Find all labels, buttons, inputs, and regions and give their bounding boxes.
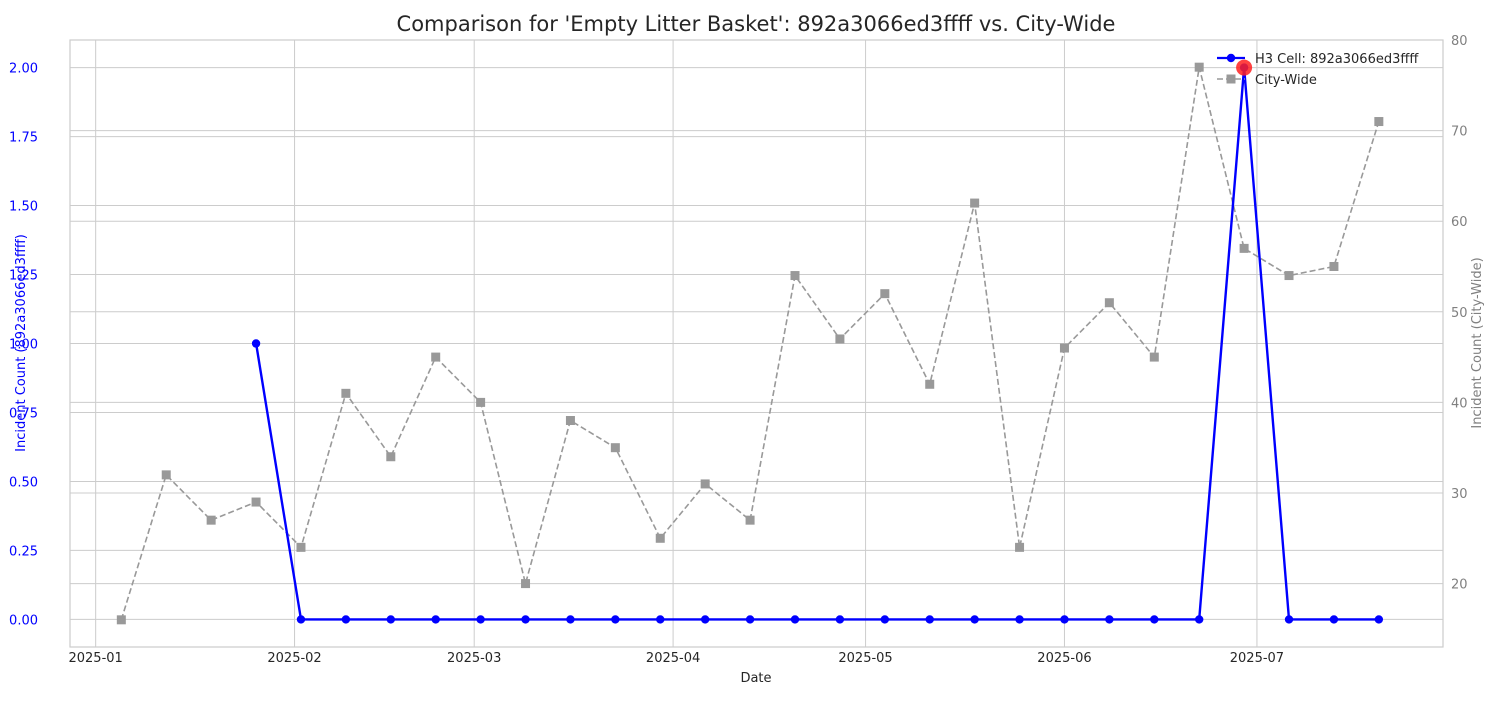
left-y-tick-label-1.25: 1.25 — [9, 269, 38, 284]
data-point-city-wide-2025-01-05 — [116, 615, 126, 625]
data-point-city-wide-2025-02-02 — [296, 542, 306, 552]
right-y-tick-label-30: 30 — [1451, 487, 1468, 502]
x-tick-label-2025-01: 2025-01 — [68, 651, 122, 666]
left-y-tick-label-1.00: 1.00 — [9, 338, 38, 353]
data-point-h3-cell-2025-01-26 — [251, 339, 261, 348]
right-y-tick-label-70: 70 — [1451, 125, 1468, 140]
legend-marker-h3 — [1226, 53, 1236, 63]
data-point-city-wide-2025-04-20 — [790, 271, 800, 281]
x-tick-label-2025-07: 2025-07 — [1230, 651, 1284, 666]
data-point-h3-cell-2025-07-13 — [1329, 615, 1339, 624]
data-point-city-wide-2025-05-25 — [1015, 542, 1025, 552]
data-point-h3-cell-2025-04-27 — [835, 615, 845, 624]
data-point-city-wide-2025-04-27 — [835, 334, 845, 344]
data-point-city-wide-2025-05-04 — [880, 289, 890, 299]
chart-title: Comparison for 'Empty Litter Basket': 89… — [397, 12, 1116, 36]
legend-label-h3: H3 Cell: 892a3066ed3ffff — [1255, 52, 1419, 67]
series-line-city-wide — [120, 66, 1380, 621]
data-point-city-wide-2025-02-16 — [386, 452, 396, 462]
data-point-h3-cell-2025-05-18 — [970, 615, 979, 624]
data-point-h3-cell-2025-04-13 — [745, 615, 755, 624]
data-point-city-wide-2025-03-23 — [610, 443, 620, 453]
data-point-city-wide-2025-01-19 — [206, 515, 216, 525]
left-y-tick-label-0.50: 0.50 — [9, 475, 38, 490]
data-point-city-wide-2025-02-09 — [341, 388, 351, 398]
data-point-city-wide-2025-06-22 — [1194, 62, 1204, 72]
series-city-wide — [116, 62, 1384, 625]
data-point-city-wide-2025-05-11 — [925, 379, 935, 389]
data-point-h3-cell-2025-06-15 — [1150, 615, 1159, 624]
data-point-city-wide-2025-05-18 — [970, 198, 980, 208]
x-axis-label: Date — [740, 671, 771, 686]
data-point-h3-cell-2025-07-20 — [1374, 615, 1384, 624]
data-point-h3-cell-2025-03-02 — [476, 615, 485, 624]
plot-frame — [69, 39, 1444, 648]
data-point-city-wide-2025-06-15 — [1149, 352, 1159, 362]
data-point-city-wide-2025-06-29 — [1239, 243, 1249, 253]
data-point-city-wide-2025-07-20 — [1374, 117, 1384, 127]
series-layer — [116, 59, 1384, 625]
left-y-tick-label-0.75: 0.75 — [9, 406, 38, 421]
right-y-tick-label-60: 60 — [1451, 215, 1468, 230]
data-point-h3-cell-2025-02-09 — [341, 615, 351, 624]
left-y-axis-label: Incident Count (892a3066ed3ffff) — [14, 234, 29, 452]
x-tick-label-2025-03: 2025-03 — [447, 651, 501, 666]
left-y-tick-label-0.25: 0.25 — [9, 544, 38, 559]
left-y-tick-label-0.00: 0.00 — [9, 613, 38, 628]
data-point-h3-cell-2025-07-06 — [1284, 615, 1294, 624]
right-y-axis-label: Incident Count (City-Wide) — [1470, 257, 1485, 428]
data-point-h3-cell-2025-02-02 — [296, 615, 306, 624]
data-point-h3-cell-2025-02-23 — [431, 615, 440, 624]
legend-marker-city — [1226, 74, 1236, 84]
data-point-city-wide-2025-07-13 — [1329, 261, 1339, 271]
data-point-h3-cell-2025-05-11 — [925, 615, 934, 624]
data-point-city-wide-2025-03-30 — [655, 533, 665, 543]
data-point-city-wide-2025-01-26 — [251, 497, 261, 507]
data-point-h3-cell-2025-03-23 — [611, 615, 620, 624]
data-point-city-wide-2025-04-13 — [745, 515, 755, 525]
data-point-h3-cell-2025-05-04 — [880, 615, 890, 624]
data-point-h3-cell-2025-03-09 — [521, 615, 530, 624]
data-point-city-wide-2025-07-06 — [1284, 271, 1294, 281]
legend-label-city: City-Wide — [1255, 73, 1317, 88]
right-y-axis-ticks: 20 30 40 50 60 70 80 — [1451, 34, 1468, 593]
data-point-h3-cell-2025-05-25 — [1015, 615, 1024, 624]
series-line-h3-cell — [254, 66, 1379, 621]
data-point-h3-cell-2025-02-16 — [386, 615, 395, 624]
left-y-axis-ticks: 0.00 0.25 0.50 0.75 1.00 1.25 1.50 1.75 2.00 — [9, 62, 38, 629]
highlight-point-2025-06-29 — [1236, 59, 1253, 76]
data-point-city-wide-2025-03-09 — [521, 579, 531, 589]
data-point-city-wide-2025-02-23 — [431, 352, 441, 362]
legend: H3 Cell: 892a3066ed3ffff City-Wide — [1217, 52, 1419, 88]
data-point-city-wide-2025-01-12 — [161, 470, 171, 480]
left-y-tick-label-1.50: 1.50 — [9, 200, 38, 215]
data-point-h3-cell-2025-06-22 — [1194, 615, 1204, 624]
data-point-h3-cell-2025-06-08 — [1105, 615, 1114, 624]
data-point-city-wide-2025-03-02 — [476, 397, 486, 407]
right-y-tick-label-40: 40 — [1451, 396, 1468, 411]
left-y-tick-label-2.00: 2.00 — [9, 62, 38, 77]
left-y-tick-label-1.75: 1.75 — [9, 131, 38, 146]
data-point-city-wide-2025-04-06 — [700, 479, 710, 489]
x-tick-label-2025-05: 2025-05 — [838, 651, 892, 666]
right-y-tick-label-20: 20 — [1451, 578, 1468, 593]
right-y-tick-label-80: 80 — [1451, 34, 1468, 49]
data-point-h3-cell-2025-04-20 — [790, 615, 800, 624]
series-h3-cell — [251, 63, 1384, 624]
data-point-h3-cell-2025-04-06 — [700, 615, 710, 624]
data-point-city-wide-2025-06-08 — [1104, 298, 1114, 308]
data-point-city-wide-2025-06-01 — [1059, 343, 1069, 353]
x-tick-label-2025-04: 2025-04 — [646, 651, 700, 666]
data-point-h3-cell-2025-03-30 — [656, 615, 665, 624]
x-tick-label-2025-06: 2025-06 — [1037, 651, 1091, 666]
data-point-h3-cell-2025-06-01 — [1060, 615, 1069, 624]
data-point-city-wide-2025-03-16 — [565, 416, 575, 426]
x-axis-ticks: 2025-01 2025-02 2025-03 2025-04 2025-05 2025-… — [68, 651, 1284, 666]
right-y-tick-label-50: 50 — [1451, 306, 1468, 321]
x-tick-label-2025-02: 2025-02 — [267, 651, 321, 666]
data-point-h3-cell-2025-03-16 — [566, 615, 575, 624]
